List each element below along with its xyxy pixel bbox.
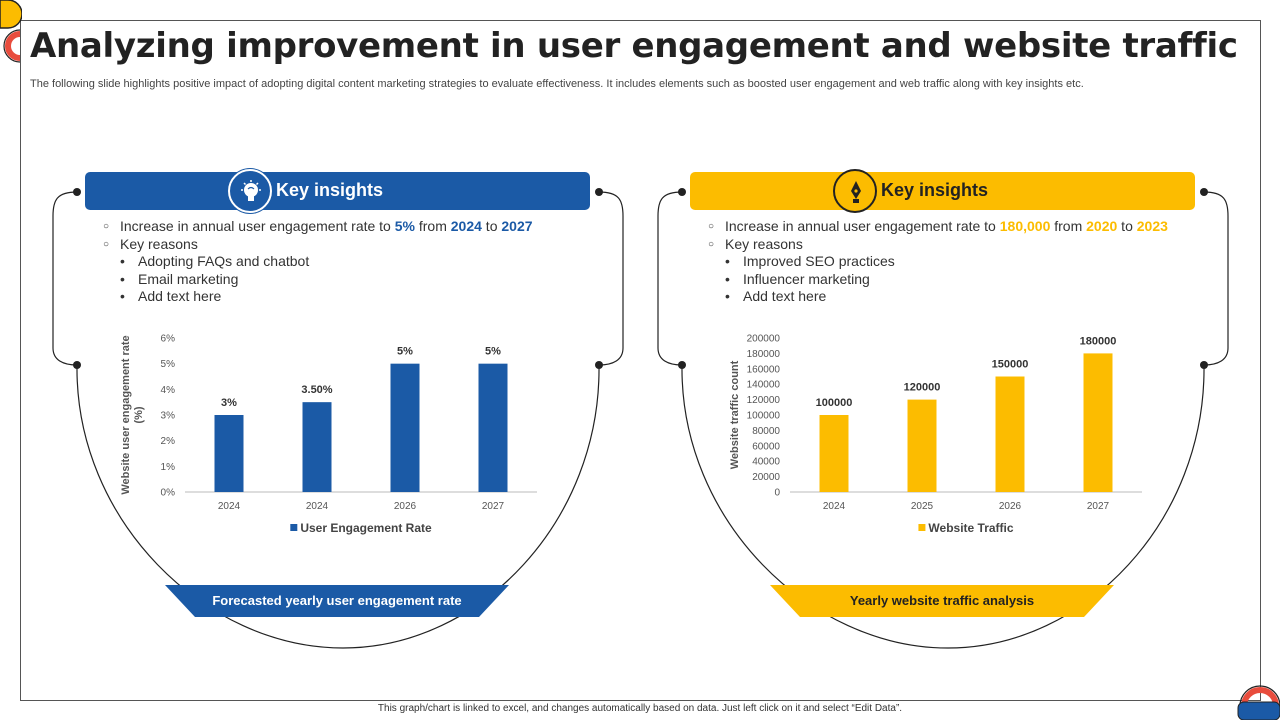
y-tick-label: 20000 bbox=[752, 472, 780, 483]
footnote: This graph/chart is linked to excel, and… bbox=[377, 703, 903, 714]
y-axis-title: Website traffic count bbox=[729, 360, 741, 469]
lightbulb-icon bbox=[228, 169, 272, 213]
data-label: 100000 bbox=[816, 397, 853, 409]
engagement-bar-chart[interactable]: 0% 1% 2% 3% 4% 5% 6% Website user engagement ra… bbox=[105, 325, 565, 550]
data-label: 180000 bbox=[1080, 335, 1117, 347]
page-subtitle: The following slide highlights positive … bbox=[30, 78, 1084, 90]
reason-item: Adopting FAQs and chatbot bbox=[103, 253, 533, 271]
x-tick-label: 2026 bbox=[394, 501, 417, 512]
data-label: 5% bbox=[485, 346, 501, 358]
legend-label: Website Traffic bbox=[928, 521, 1013, 535]
reason-item: Email marketing bbox=[103, 271, 533, 289]
y-tick-label: 0% bbox=[161, 488, 176, 499]
key-insights-header: Key insights bbox=[690, 169, 1195, 213]
x-tick-label: 2027 bbox=[1087, 501, 1110, 512]
y-tick-label: 140000 bbox=[747, 380, 781, 391]
bar bbox=[302, 402, 332, 492]
traffic-panel: Key insights Increase in annual user eng… bbox=[650, 160, 1230, 660]
data-label: 3% bbox=[221, 397, 237, 409]
legend: User Engagement Rate bbox=[290, 521, 432, 535]
slide-frame bbox=[20, 20, 1261, 701]
key-reasons-label: Key reasons bbox=[708, 236, 1168, 254]
x-tick-label: 2026 bbox=[999, 501, 1022, 512]
x-tick-label: 2027 bbox=[482, 501, 505, 512]
bar bbox=[907, 399, 937, 492]
chart-caption-banner: Forecasted yearly user engagement rate bbox=[165, 585, 509, 617]
insight-item: Increase in annual user engagement rate … bbox=[708, 218, 1168, 236]
y-tick-label: 100000 bbox=[747, 411, 781, 422]
insights-list: Increase in annual user engagement rate … bbox=[708, 218, 1168, 306]
bar bbox=[478, 363, 508, 492]
reason-item: Add text here bbox=[103, 288, 533, 306]
y-tick-label: 6% bbox=[161, 334, 176, 345]
key-reasons-label: Key reasons bbox=[103, 236, 533, 254]
reason-item: Influencer marketing bbox=[708, 271, 1168, 289]
y-tick-label: 200000 bbox=[747, 334, 781, 345]
x-tick-label: 2024 bbox=[823, 501, 846, 512]
y-tick-label: 3% bbox=[161, 411, 176, 422]
panel-outline bbox=[657, 188, 1229, 649]
bar bbox=[995, 376, 1025, 492]
y-tick-label: 40000 bbox=[752, 457, 780, 468]
y-tick-label: 160000 bbox=[747, 364, 781, 375]
x-tick-label: 2024 bbox=[306, 501, 329, 512]
y-tick-label: 4% bbox=[161, 385, 176, 396]
key-insights-header: Key insights bbox=[85, 169, 590, 213]
bar bbox=[214, 415, 244, 492]
top-left-deco-shape bbox=[0, 0, 22, 63]
y-tick-label: 60000 bbox=[752, 441, 780, 452]
legend-label: User Engagement Rate bbox=[300, 521, 432, 535]
legend: Website Traffic bbox=[918, 521, 1014, 535]
y-tick-label: 120000 bbox=[747, 395, 781, 406]
legend-swatch bbox=[918, 524, 926, 531]
bar bbox=[390, 363, 420, 492]
y-tick-label: 80000 bbox=[752, 426, 780, 437]
y-tick-label: 180000 bbox=[747, 349, 781, 360]
pen-nib-icon bbox=[833, 169, 877, 213]
legend-swatch bbox=[290, 524, 298, 531]
x-tick-label: 2025 bbox=[911, 501, 934, 512]
page-title: Analyzing improvement in user engagement… bbox=[30, 26, 1238, 66]
y-tick-label: 5% bbox=[161, 359, 176, 370]
chart-caption-banner: Yearly website traffic analysis bbox=[770, 585, 1114, 617]
insight-item: Increase in annual user engagement rate … bbox=[103, 218, 533, 236]
insights-list: Increase in annual user engagement rate … bbox=[103, 218, 533, 306]
y-tick-label: 0 bbox=[774, 488, 780, 499]
data-label: 5% bbox=[397, 346, 413, 358]
bar bbox=[1083, 353, 1113, 492]
chart-caption: Yearly website traffic analysis bbox=[849, 593, 1035, 608]
panel-outline bbox=[52, 188, 624, 649]
data-label: 3.50% bbox=[301, 384, 332, 396]
y-tick-label: 1% bbox=[161, 462, 176, 473]
y-axis-title: Website user engagement rate(%) bbox=[120, 335, 145, 494]
engagement-panel: Key insights Increase in annual user eng… bbox=[45, 160, 625, 660]
data-label: 120000 bbox=[904, 382, 941, 394]
data-label: 150000 bbox=[992, 359, 1029, 371]
y-tick-label: 2% bbox=[161, 436, 176, 447]
chart-caption: Forecasted yearly user engagement rate bbox=[212, 593, 462, 608]
bar bbox=[819, 415, 849, 492]
key-insights-title: Key insights bbox=[276, 180, 384, 200]
key-insights-title: Key insights bbox=[881, 180, 989, 200]
reason-item: Improved SEO practices bbox=[708, 253, 1168, 271]
reason-item: Add text here bbox=[708, 288, 1168, 306]
traffic-bar-chart[interactable]: 0 20000 40000 60000 80000 100000 120000 140000 1… bbox=[710, 325, 1170, 550]
bottom-right-deco-shape bbox=[1237, 685, 1280, 720]
x-tick-label: 2024 bbox=[218, 501, 241, 512]
